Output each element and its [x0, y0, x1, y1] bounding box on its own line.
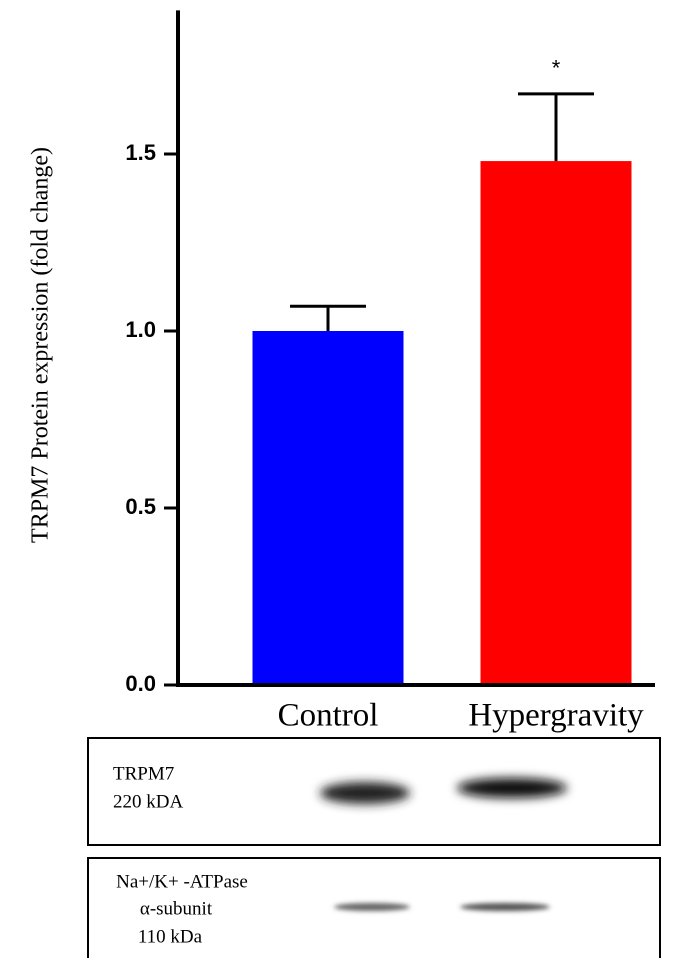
- error-bar: [290, 306, 366, 331]
- blot-label: TRPM7: [113, 763, 174, 784]
- blot-band: [460, 903, 550, 911]
- x-tick-label: Control: [278, 698, 379, 734]
- blot-label: 220 kDA: [113, 791, 183, 812]
- blot-band: [457, 778, 567, 798]
- y-tick-label: 1.0: [125, 317, 156, 342]
- blot-label: 110 kDa: [138, 926, 203, 947]
- blot-label: α-subunit: [140, 898, 213, 919]
- bar: [253, 331, 404, 685]
- error-bar: [518, 94, 594, 161]
- significance-marker: *: [552, 56, 561, 81]
- y-tick-label: 0.5: [125, 494, 156, 519]
- y-tick-label: 0.0: [125, 671, 156, 696]
- blot-band: [320, 782, 410, 804]
- bar: [481, 161, 632, 685]
- y-tick-label: 1.5: [125, 140, 156, 165]
- y-axis-label: TRPM7 Protein expression (fold change): [28, 147, 54, 543]
- blot-band: [334, 903, 410, 911]
- x-tick-label: Hypergravity: [468, 698, 644, 734]
- blot-label: Na+/K+ -ATPase: [116, 871, 248, 892]
- figure: TRPM7 Protein expression (fold change) 0…: [0, 0, 676, 958]
